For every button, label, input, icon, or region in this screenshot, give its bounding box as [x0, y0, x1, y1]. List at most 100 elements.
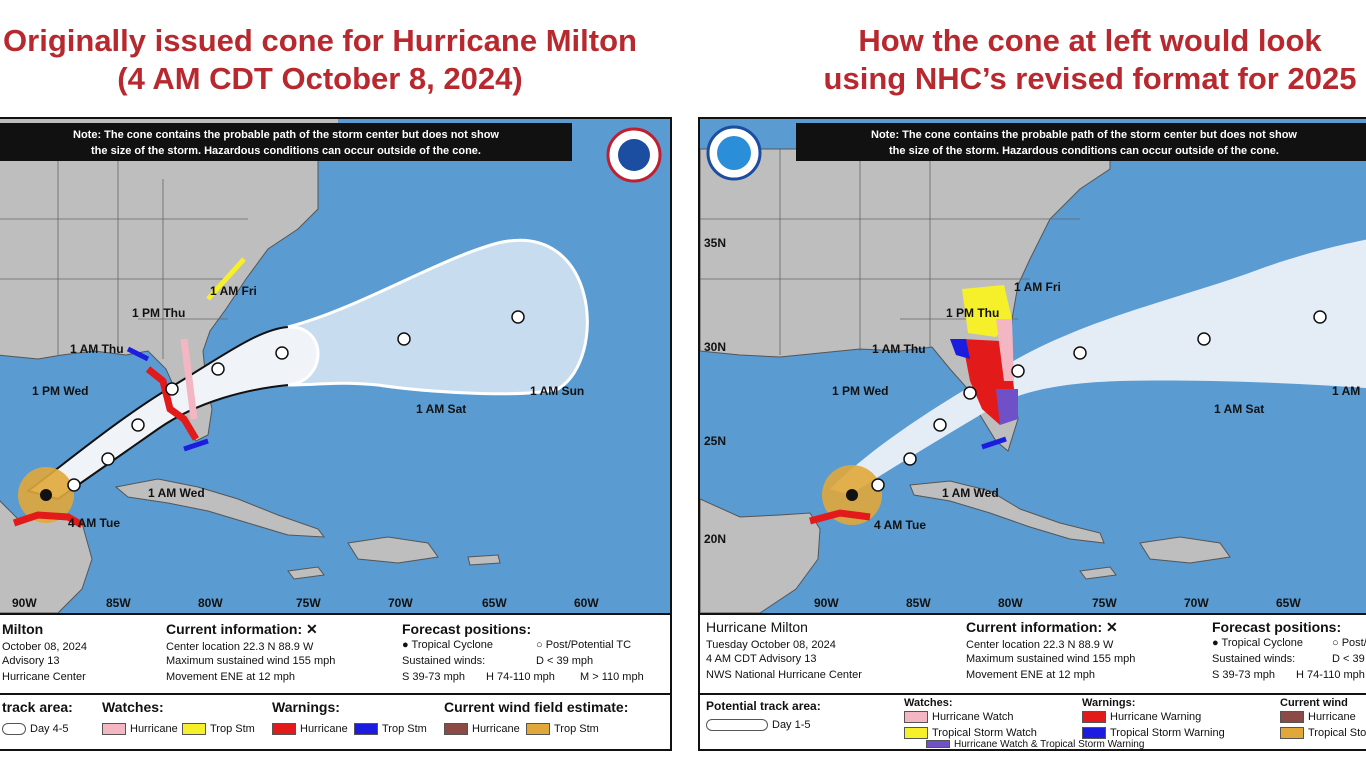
label-1am-sat: 1 AM Sat [416, 402, 466, 416]
label-1am: 1 AM [1332, 384, 1360, 398]
hurricane-warning-swatch [1082, 711, 1106, 724]
forecast-point [933, 418, 947, 432]
lon-label: 70W [1184, 596, 1209, 610]
forecast-tropical: ● Tropical Cyclone [402, 639, 494, 651]
us-landmass [0, 148, 319, 442]
legend-watches: Watches: [102, 699, 164, 715]
storm-date: October 08, 2024 [2, 641, 88, 653]
combo-swatch [926, 740, 950, 749]
legend-wind-hurricane: Hurricane [1280, 711, 1356, 724]
legend-bar: Potential track area: Day 1-5 Watches: H… [700, 693, 1366, 749]
lon-label: 75W [296, 596, 321, 610]
current-info-heading: Current information: ✕ [966, 619, 1118, 635]
lon-label: 70W [388, 596, 413, 610]
legend-day-label: Day 1-5 [772, 719, 811, 731]
hurricane-watch [180, 338, 198, 420]
movement: Movement ENE at 12 mph [166, 671, 296, 683]
legend-warnings: Warnings: [1082, 697, 1136, 709]
noaa-logo-inner [717, 136, 751, 170]
note-line-2: the size of the storm. Hazardous conditi… [91, 145, 481, 157]
lon-label: 80W [998, 596, 1023, 610]
right-title: How the cone at left would look using NH… [740, 22, 1366, 98]
lon-label: 80W [198, 596, 223, 610]
right-title-line-1: How the cone at left would look [858, 23, 1322, 58]
longitude-labels: 90W 85W 80W 75W 70W 65W [814, 596, 1301, 610]
ts-watch-swatch [182, 723, 206, 736]
hurricane-watch-area [996, 319, 1014, 381]
forecast-labels: 4 AM Tue 1 AM Wed 1 PM Wed 1 AM Thu 1 PM… [832, 280, 1360, 532]
hispaniola [1139, 536, 1231, 564]
legend-day: Day 4-5 [2, 723, 69, 736]
original-cone-map-panel: 4 AM Tue 1 AM Wed 1 PM Wed 1 AM Thu 1 PM… [0, 117, 672, 751]
left-title: Originally issued cone for Hurricane Mil… [0, 22, 700, 98]
winds-s: S 39-73 mph [1212, 669, 1275, 681]
storm-name: Milton [2, 621, 44, 637]
note-line-1: Note: The cone contains the probable pat… [871, 129, 1297, 141]
hurricane-warning-swatch [272, 723, 296, 736]
legend-hurricane-watch: Hurricane [102, 723, 178, 736]
label-1pm-wed: 1 PM Wed [32, 384, 88, 398]
forecast-point [1313, 310, 1327, 324]
ts-warning-keys [183, 438, 209, 452]
label-1am-fri: 1 AM Fri [1014, 280, 1061, 294]
label-1am-thu: 1 AM Thu [70, 342, 124, 356]
forecast-positions-heading: Forecast positions: [402, 621, 532, 637]
forecast-tropical-label: Tropical Cyclone [1221, 637, 1304, 649]
legend-day: Day 1-5 [706, 719, 811, 732]
hurricane-warning-florida [145, 366, 200, 441]
forecast-point [1073, 346, 1087, 360]
legend-wind-ts: Trop Stm [526, 723, 599, 736]
latitude-labels: 35N 30N 25N 20N [704, 236, 726, 546]
ts-warning-area [950, 339, 970, 359]
legend-watches: Watches: [904, 697, 953, 709]
wind-ts-label: Trop Stm [554, 723, 599, 735]
center-location: Center location 22.3 N 88.9 W [966, 639, 1114, 651]
label-1am-fri: 1 AM Fri [210, 284, 257, 298]
forecast-point [397, 332, 411, 346]
winds-s: S 39-73 mph [402, 671, 465, 683]
puerto-rico [467, 554, 501, 566]
storm-info-bar: Milton October 08, 2024 Advisory 13 Hurr… [0, 613, 670, 693]
cone-day-1-5 [830, 239, 1366, 495]
legend-wind-hurricane: Hurricane [444, 723, 520, 736]
lon-label: 65W [1276, 596, 1301, 610]
combo-warning-area [996, 389, 1018, 425]
ts-warning-swatch [354, 723, 378, 736]
legend-track: Potential track area: [706, 699, 821, 713]
legend-track: track area: [2, 699, 73, 715]
forecast-point [1197, 332, 1211, 346]
current-position-marker [40, 489, 52, 501]
forecast-point [511, 310, 525, 324]
winds-d: D < 39 mph [536, 655, 594, 667]
forecast-point [67, 478, 81, 492]
lon-label: 85W [906, 596, 931, 610]
max-wind: Maximum sustained wind 155 mph [166, 655, 336, 667]
label-1pm-wed: 1 PM Wed [832, 384, 888, 398]
legend-day-swatch [706, 719, 768, 732]
jamaica [287, 566, 325, 580]
forecast-point [871, 478, 885, 492]
longitude-labels: 90W 85W 80W 75W 70W 65W 60W [12, 596, 599, 610]
forecast-post: ○ Post/Potential TC [536, 639, 632, 651]
legend-wind-field: Current wind field estimate: [444, 699, 629, 715]
track-points [846, 310, 1327, 501]
forecast-tropical-label: Tropical Cyclone [411, 639, 494, 651]
lon-label: 75W [1092, 596, 1117, 610]
hurricane-warning-yucatan [12, 511, 84, 529]
wind-ts-swatch [526, 723, 550, 736]
wind-hurricane-label: Hurricane [1308, 711, 1356, 723]
cone-day-4-5 [287, 238, 589, 396]
lat-label: 35N [704, 236, 726, 250]
legend-bar: track area: Day 4-5 Watches: Hurricane T… [0, 693, 670, 749]
ts-warning-label: Trop Stm [382, 723, 427, 735]
legend-ts-warning: Trop Stm [354, 723, 427, 736]
wind-hurricane-swatch [1280, 711, 1304, 724]
cuba [114, 478, 326, 538]
forecast-tropical: ● Tropical Cyclone [1212, 637, 1304, 649]
label-1pm-thu: 1 PM Thu [132, 306, 185, 320]
ts-watch [206, 257, 246, 301]
nws-logo-inner [618, 139, 650, 171]
winds-h: H 74-110 mph [486, 671, 555, 683]
movement: Movement ENE at 12 mph [966, 669, 1096, 681]
hispaniola [347, 536, 439, 564]
